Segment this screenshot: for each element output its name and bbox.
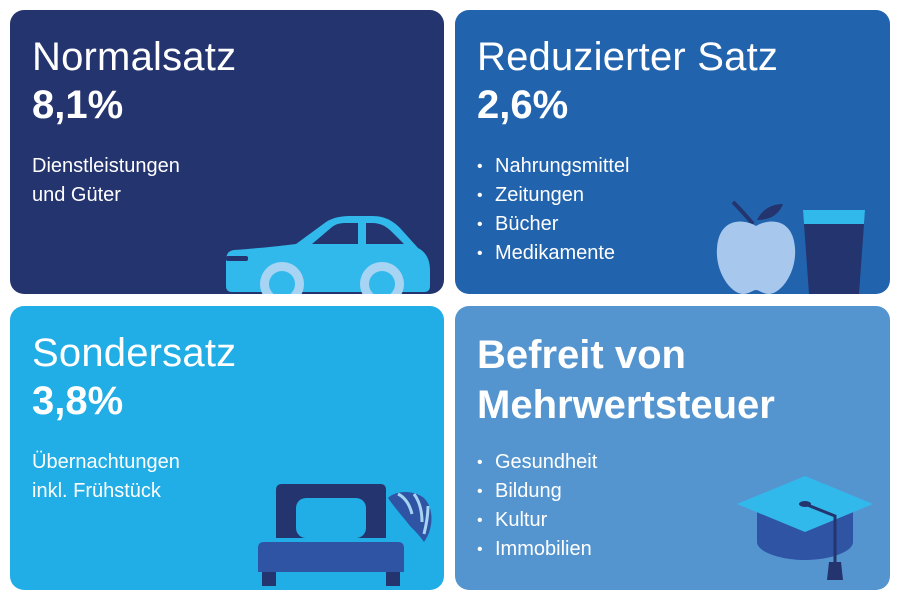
card-description: Dienstleistungen und Güter [32, 152, 180, 210]
title-line2: Mehrwertsteuer [477, 383, 775, 427]
list-item: Gesundheit [477, 448, 597, 477]
card-title: Reduzierter Satz [477, 35, 779, 79]
description-line: Dienstleistungen [32, 155, 180, 177]
card-sondersatz: Sondersatz 3,8% Übernachtungen inkl. Frü… [10, 306, 444, 590]
rate-value: 3,8% [32, 379, 124, 423]
title-bold: Befreit [477, 333, 604, 377]
glass-icon [803, 210, 865, 294]
list-item: Nahrungsmittel [477, 152, 630, 181]
list-item: Kultur [477, 506, 597, 535]
list-item: Bücher [477, 210, 630, 239]
description-line: und Güter [32, 184, 121, 206]
item-list: Nahrungsmittel Zeitungen Bücher Medikame… [477, 152, 630, 268]
item-list: Gesundheit Bildung Kultur Immobilien [477, 448, 597, 564]
list-item: Zeitungen [477, 181, 630, 210]
card-befreit-von-mehrwertsteuer: Befreit von Mehrwertsteuer Gesundheit Bi… [455, 306, 890, 590]
description-line: Übernachtungen [32, 451, 180, 473]
title-rest: von [603, 333, 686, 377]
card-reduzierter-satz: Reduzierter Satz 2,6% Nahrungsmittel Zei… [455, 10, 890, 294]
bed-icon [258, 484, 404, 586]
apple-icon [716, 200, 796, 294]
car-icon [226, 216, 430, 294]
card-title: Normalsatz [32, 35, 237, 79]
rate-value: 2,6% [477, 83, 569, 127]
card-description: Übernachtungen inkl. Frühstück [32, 448, 180, 506]
list-item: Medikamente [477, 239, 630, 268]
list-item: Bildung [477, 477, 597, 506]
graduation-cap-icon [737, 476, 873, 580]
card-title: Sondersatz [32, 331, 237, 375]
card-normalsatz: Normalsatz 8,1% Dienstleistungen und Güt… [10, 10, 444, 294]
rate-value: 8,1% [32, 83, 124, 127]
card-title: Befreit von Mehrwertsteuer [477, 330, 775, 430]
list-item: Immobilien [477, 535, 597, 564]
croissant-icon [388, 492, 432, 542]
description-line: inkl. Frühstück [32, 480, 161, 502]
